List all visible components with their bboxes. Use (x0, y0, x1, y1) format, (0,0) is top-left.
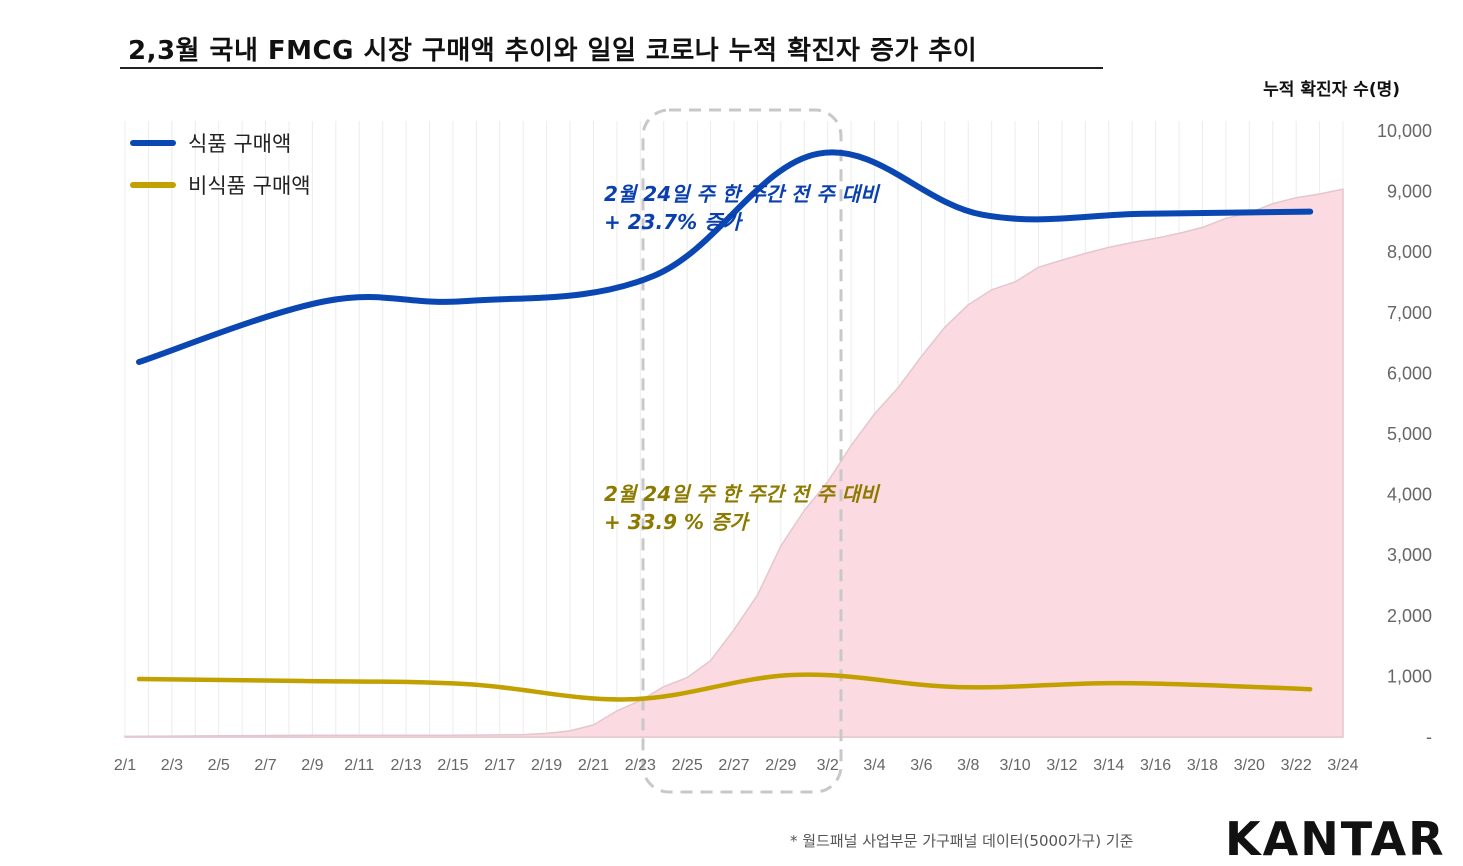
chart-title: 2,3월 국내 FMCG 시장 구매액 추이와 일일 코로나 누적 확진자 증가… (128, 36, 978, 66)
x-tick-label: 2/15 (437, 757, 468, 774)
x-tick-label: 3/4 (863, 757, 885, 774)
nonfood-purchase-line (136, 672, 1313, 702)
x-tick-label: 3/14 (1093, 757, 1124, 774)
x-tick-label: 2/21 (578, 757, 609, 774)
x-tick-label: 2/1 (114, 757, 136, 774)
y-tick-label: 9,000 (1387, 182, 1432, 202)
x-tick-label: 3/8 (957, 757, 979, 774)
annotation-food-line2: + 23.7% 증가 (604, 210, 741, 234)
legend-swatch-nonfood (130, 182, 176, 188)
legend-label-food: 식품 구매액 (188, 132, 292, 156)
y-tick-label: 3,000 (1387, 545, 1432, 565)
legend-swatch-food (130, 140, 176, 146)
food-purchase-line (136, 149, 1314, 365)
kantar-logo: KANTAR (1225, 812, 1446, 866)
x-tick-label: 2/9 (301, 757, 323, 774)
y-tick-label: 2,000 (1387, 606, 1432, 626)
x-tick-label: 2/13 (391, 757, 422, 774)
x-tick-label: 2/27 (718, 757, 749, 774)
x-tick-label: 3/10 (1000, 757, 1031, 774)
x-tick-label: 2/17 (484, 757, 515, 774)
y-tick-label: - (1426, 727, 1432, 747)
annotation-food: 2월 24일 주 한 주간 전 주 대비 + 23.7% 증가 (604, 180, 879, 236)
annotation-nonfood-line1: 2월 24일 주 한 주간 전 주 대비 (604, 482, 879, 506)
x-tick-label: 3/20 (1234, 757, 1265, 774)
title-underline (120, 67, 1103, 69)
x-tick-label: 3/2 (817, 757, 839, 774)
x-tick-label: 2/5 (208, 757, 230, 774)
x-tick-label: 3/18 (1187, 757, 1218, 774)
x-tick-label: 2/25 (672, 757, 703, 774)
x-tick-label: 2/11 (344, 757, 374, 774)
confirmed-cases-area (124, 188, 1344, 738)
x-tick-label: 3/12 (1046, 757, 1077, 774)
y-tick-label: 8,000 (1387, 242, 1432, 262)
x-tick-label: 2/3 (161, 757, 183, 774)
annotation-nonfood-line2: + 33.9 % 증가 (604, 510, 748, 534)
x-tick-label: 2/23 (625, 757, 656, 774)
annotation-food-line1: 2월 24일 주 한 주간 전 주 대비 (604, 182, 879, 206)
y-tick-label: 4,000 (1387, 485, 1432, 505)
y-right-axis-title: 누적 확진자 수(명) (1263, 80, 1400, 100)
x-tick-label: 2/19 (531, 757, 562, 774)
x-tick-label: 3/22 (1281, 757, 1312, 774)
y-tick-label: 10,000 (1377, 121, 1432, 141)
x-tick-label: 2/29 (765, 757, 796, 774)
y-tick-label: 6,000 (1387, 363, 1432, 383)
y-tick-label: 1,000 (1387, 666, 1432, 686)
y-tick-label: 5,000 (1387, 424, 1432, 444)
highlight-dashed-box (641, 108, 843, 794)
legend-item-nonfood: 비식품 구매액 (130, 170, 311, 200)
y-tick-label: 7,000 (1387, 303, 1432, 323)
annotation-nonfood: 2월 24일 주 한 주간 전 주 대비 + 33.9 % 증가 (604, 480, 879, 536)
legend-item-food: 식품 구매액 (130, 128, 311, 158)
footnote: * 월드패널 사업부문 가구패널 데이터(5000가구) 기준 (790, 832, 1134, 850)
x-tick-label: 3/24 (1327, 757, 1358, 774)
legend-label-nonfood: 비식품 구매액 (188, 174, 311, 198)
x-tick-label: 3/6 (910, 757, 932, 774)
x-tick-label: 3/16 (1140, 757, 1171, 774)
legend: 식품 구매액 비식품 구매액 (130, 128, 311, 212)
x-tick-label: 2/7 (254, 757, 276, 774)
